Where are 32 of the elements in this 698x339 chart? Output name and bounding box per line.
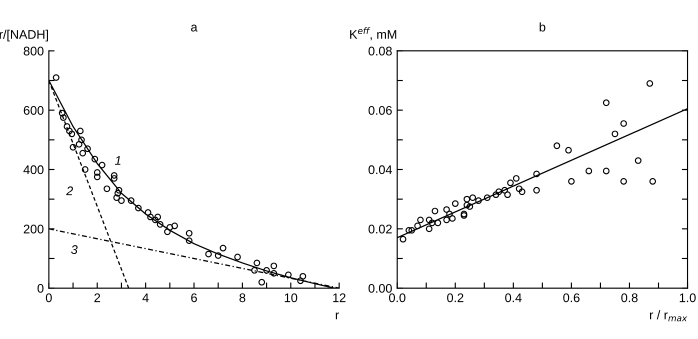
x-tick-label: 0.4 bbox=[505, 293, 522, 302]
y-tick-label: 0.00 bbox=[368, 284, 392, 293]
y-tick-label: 0.04 bbox=[368, 165, 392, 174]
x-tick-label: 8 bbox=[239, 293, 246, 302]
x-tick-label: 1.0 bbox=[680, 293, 696, 302]
x-axis-title: r / r$_{max}$ bbox=[650, 310, 688, 322]
x-tick-label: 6 bbox=[191, 293, 197, 302]
y-tick-label: 0 bbox=[38, 284, 44, 293]
y-axis-title: K$^{eff}$, mM bbox=[350, 27, 396, 40]
x-tick-label: 10 bbox=[284, 293, 298, 302]
y-tick-label: 0.06 bbox=[368, 106, 392, 115]
x-tick-label: 0.0 bbox=[389, 293, 406, 302]
y-tick-label: 200 bbox=[24, 224, 44, 234]
y-tick-label: 0.02 bbox=[368, 224, 392, 234]
y-tick-label: 800 bbox=[24, 46, 44, 56]
x-tick-label: 0 bbox=[46, 293, 52, 302]
x-tick-label: 0.8 bbox=[621, 293, 638, 302]
y-tick-label: 0.08 bbox=[368, 46, 392, 56]
x-tick-label: 2 bbox=[94, 293, 100, 302]
series-label: 1 bbox=[114, 156, 120, 165]
y-tick-label: 400 bbox=[23, 165, 44, 174]
x-tick-label: 12 bbox=[333, 293, 346, 302]
y-tick-label: 600 bbox=[24, 106, 44, 115]
x-tick-label: 0.2 bbox=[447, 293, 464, 302]
series-label: 2 bbox=[66, 186, 73, 196]
x-tick-label: 4 bbox=[142, 293, 149, 302]
chart-title: b bbox=[540, 22, 546, 32]
chart-title: a bbox=[191, 24, 198, 32]
series-label: 3 bbox=[71, 245, 78, 254]
x-axis-title: r bbox=[336, 312, 339, 320]
y-axis-title: r/[NADH] bbox=[0, 30, 48, 42]
x-tick-label: 0.6 bbox=[563, 293, 580, 302]
